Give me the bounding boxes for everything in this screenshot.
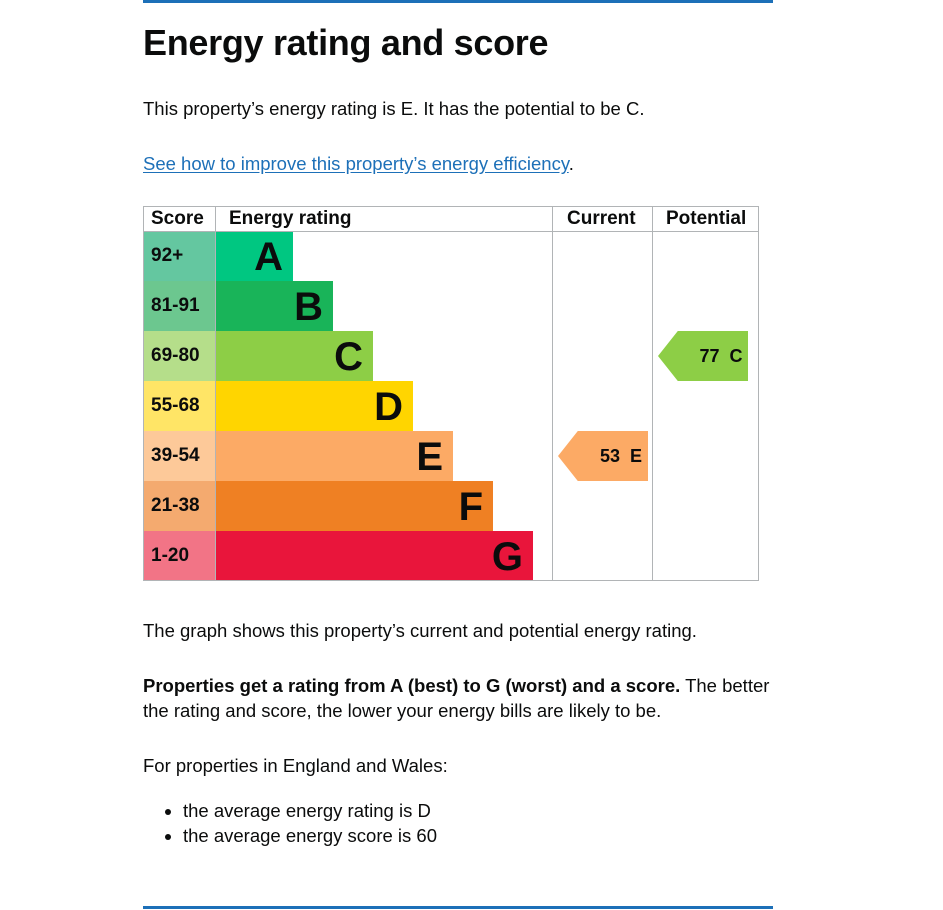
header-energy-rating: Energy rating	[229, 208, 352, 229]
rating-band-f: F	[215, 481, 493, 531]
grid-line-vertical-1	[215, 206, 216, 581]
grid-line-horizontal-1	[143, 231, 759, 232]
potential-rating-arrow-letter: C	[729, 346, 743, 366]
rating-summary: This property’s energy rating is E. It h…	[143, 98, 645, 119]
england-wales-label: For properties in England and Wales:	[143, 755, 448, 776]
band-letter-f: F	[458, 485, 483, 529]
improve-link-paragraph: See how to improve this property’s energ…	[143, 151, 574, 176]
band-letter-g: G	[491, 535, 523, 579]
grid-line-vertical-3	[652, 206, 653, 581]
page-title: Energy rating and score	[143, 22, 549, 63]
rating-band-d: D	[215, 381, 413, 431]
grid-line-vertical-4	[758, 206, 759, 581]
header-potential: Potential	[666, 208, 747, 229]
score-cell-a: 92+	[143, 231, 215, 281]
band-letter-d: D	[374, 385, 403, 429]
band-letter-c: C	[334, 335, 363, 379]
potential-rating-arrow-label: 77 C	[663, 346, 742, 366]
averages-list: the average energy rating is D the avera…	[143, 798, 437, 848]
rating-explanation-bold: Properties get a rating from A (best) to…	[143, 675, 681, 696]
rating-band-b: B	[215, 281, 333, 331]
current-rating-arrow-score: 53	[599, 446, 620, 466]
graph-description: The graph shows this property’s current …	[143, 620, 697, 641]
score-cell-g: 1-20	[143, 531, 215, 581]
grid-line-vertical-0	[143, 206, 144, 581]
potential-rating-arrow: 77 C	[658, 331, 748, 381]
potential-rating-arrow-score: 77	[699, 346, 720, 366]
score-cell-c: 69-80	[143, 331, 215, 381]
header-score: Score	[151, 208, 204, 229]
link-suffix: .	[568, 153, 574, 174]
band-letter-b: B	[294, 285, 323, 329]
rating-explanation-rest: The better the rating and score, the low…	[143, 675, 770, 721]
rating-band-c: C	[215, 331, 373, 381]
score-cell-d: 55-68	[143, 381, 215, 431]
rating-band-a: A	[215, 231, 293, 281]
rating-band-e: E	[215, 431, 453, 481]
current-rating-arrow-letter: E	[630, 446, 643, 466]
score-cell-f: 21-38	[143, 481, 215, 531]
top-divider	[143, 0, 773, 3]
band-letter-e: E	[416, 435, 443, 479]
rating-band-g: G	[215, 531, 533, 581]
grid-line-horizontal-0	[143, 206, 759, 207]
band-letter-a: A	[254, 235, 283, 279]
bottom-divider	[143, 906, 773, 909]
grid-line-horizontal-2	[143, 580, 759, 581]
current-rating-arrow-label: 53 E	[564, 446, 642, 466]
average-score-item: the average energy score is 60	[183, 823, 437, 848]
grid-line-vertical-2	[552, 206, 553, 581]
score-cell-b: 81-91	[143, 281, 215, 331]
average-rating-item: the average energy rating is D	[183, 798, 437, 823]
header-current: Current	[567, 208, 636, 229]
energy-rating-chart: Score Energy rating Current Potential 92…	[143, 206, 759, 582]
improve-efficiency-link[interactable]: See how to improve this property’s energ…	[143, 153, 569, 174]
current-rating-arrow: 53 E	[558, 431, 648, 481]
rating-explanation: Properties get a rating from A (best) to…	[143, 673, 773, 723]
score-cell-e: 39-54	[143, 431, 215, 481]
